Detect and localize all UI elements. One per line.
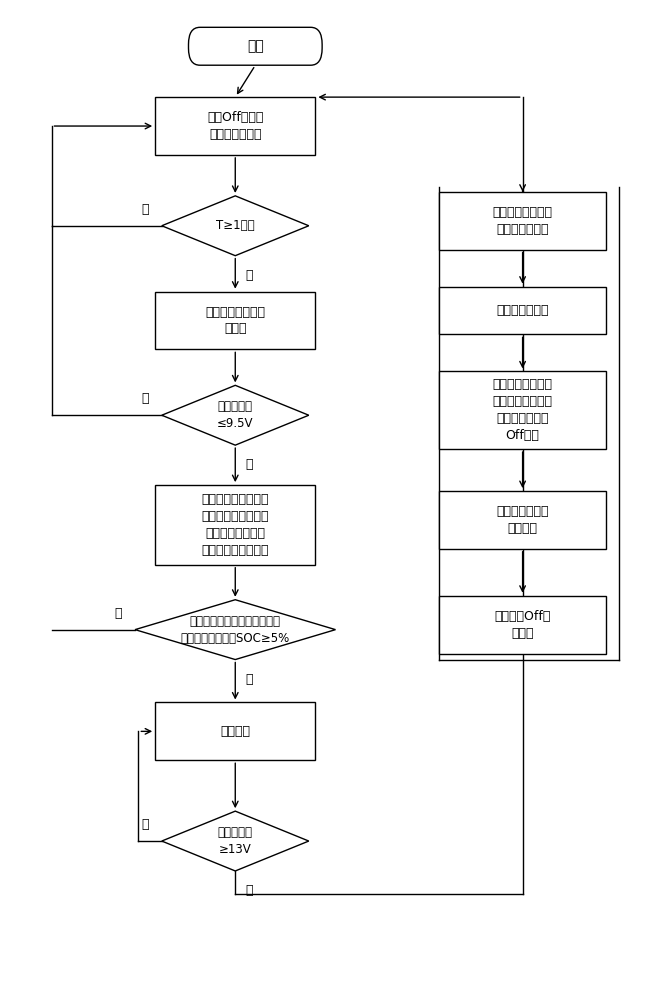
Text: 补电完成整车控制
器发起下电指令: 补电完成整车控制 器发起下电指令 <box>493 206 553 236</box>
Polygon shape <box>135 600 336 660</box>
Bar <box>155 292 315 349</box>
Text: 整车Off状态下
整车控制器计时: 整车Off状态下 整车控制器计时 <box>207 111 264 141</box>
Bar <box>439 287 606 334</box>
Text: 否: 否 <box>142 203 149 216</box>
Text: 开始: 开始 <box>247 39 264 53</box>
Text: 否: 否 <box>142 818 149 831</box>
Text: 是: 是 <box>246 884 253 897</box>
Text: 整车进入Off休
眠状态: 整车进入Off休 眠状态 <box>495 610 551 640</box>
Text: T≥1小时: T≥1小时 <box>216 219 254 232</box>
Text: 否: 否 <box>115 607 122 620</box>
Bar <box>155 702 315 760</box>
Text: 断开补电继电器: 断开补电继电器 <box>497 304 549 317</box>
Text: 否: 否 <box>142 392 149 405</box>
Bar <box>439 596 606 654</box>
Text: 是: 是 <box>246 673 253 686</box>
Text: 电池组电压
≤9.5V: 电池组电压 ≤9.5V <box>217 400 254 430</box>
Bar <box>439 491 606 549</box>
Bar <box>439 371 606 449</box>
Polygon shape <box>162 385 309 445</box>
Polygon shape <box>162 811 309 871</box>
Text: 电池组电压
≥13V: 电池组电压 ≥13V <box>218 826 253 856</box>
Text: 开始补电: 开始补电 <box>220 725 250 738</box>
Text: 是: 是 <box>246 269 253 282</box>
Text: 是: 是 <box>246 458 253 471</box>
Bar <box>439 192 606 250</box>
Polygon shape <box>162 196 309 256</box>
Text: 整车控制器进入
休眠状态: 整车控制器进入 休眠状态 <box>497 505 549 535</box>
Text: 电池管理控制器及电池管理控
制器是否无故障且SOC≥5%: 电池管理控制器及电池管理控 制器是否无故障且SOC≥5% <box>180 615 290 645</box>
Bar <box>155 485 315 565</box>
Text: 时钟自唤醒模块计
时清零: 时钟自唤醒模块计 时清零 <box>205 306 265 336</box>
FancyBboxPatch shape <box>189 27 322 65</box>
Text: 电池管理控制器及
电池管理进入休眠
状态，整车进入
Off状态: 电池管理控制器及 电池管理进入休眠 状态，整车进入 Off状态 <box>493 378 553 442</box>
Bar <box>155 97 315 155</box>
Text: 闭合补电继电器，第
三唤醒信号线拉高，
唤醒电池管理控制
器、电池管理控制器: 闭合补电继电器，第 三唤醒信号线拉高， 唤醒电池管理控制 器、电池管理控制器 <box>201 493 269 557</box>
